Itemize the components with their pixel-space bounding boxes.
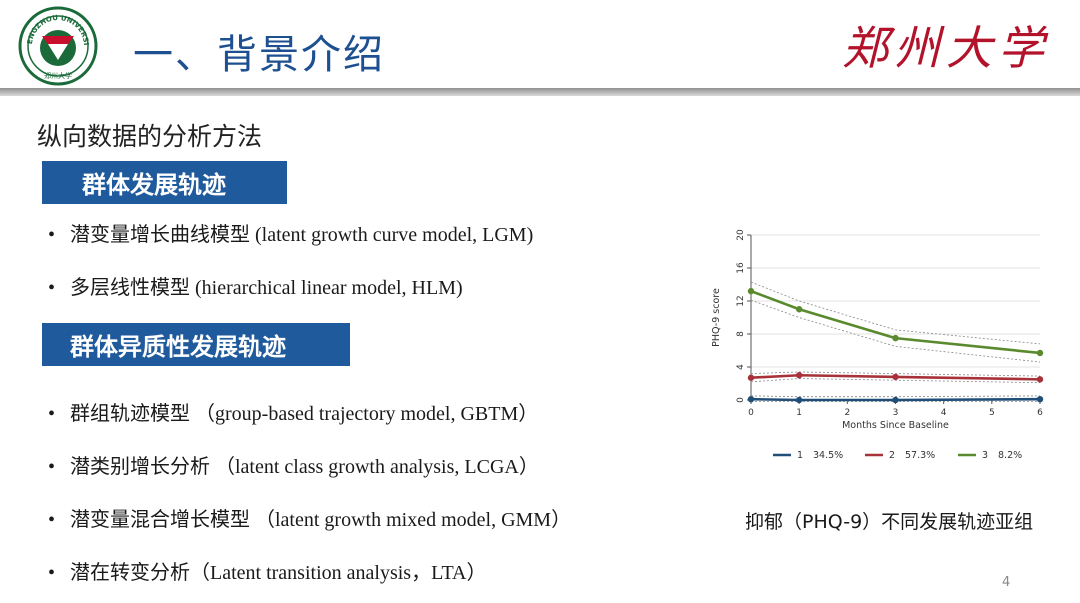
x-tick-label: 5	[989, 408, 995, 418]
section-subtitle: 纵向数据的分析方法	[37, 122, 263, 151]
bullet-dot: •	[48, 224, 56, 246]
logo-bottom-text: 郑州大学	[44, 71, 72, 80]
y-tick-label: 4	[736, 364, 746, 370]
ci-lower-line	[750, 299, 1041, 363]
x-axis-title: Months Since Baseline	[842, 420, 949, 431]
legend-label: 1	[797, 450, 803, 461]
legend-label: 3	[982, 450, 988, 461]
y-tick-label: 16	[736, 262, 746, 274]
series-line	[750, 289, 1041, 355]
legend-share: 8.2%	[998, 450, 1022, 461]
series-line	[750, 397, 1041, 402]
x-tick-label: 0	[748, 408, 754, 418]
y-tick-label: 0	[736, 397, 746, 403]
x-tick-label: 6	[1037, 408, 1043, 418]
chart-caption: 抑郁（PHQ-9）不同发展轨迹亚组	[745, 511, 1034, 533]
series-line	[750, 373, 1041, 381]
data-point	[795, 396, 803, 404]
data-point	[747, 287, 755, 295]
data-point	[892, 334, 899, 342]
data-point	[1036, 376, 1044, 383]
data-point	[795, 372, 803, 379]
bullet-item: • 潜变量混合增长模型 （latent growth mixed model, G…	[48, 509, 572, 531]
data-point	[1036, 395, 1044, 403]
ci-upper-line	[750, 281, 1041, 345]
bullet-dot: •	[48, 277, 56, 299]
data-point	[747, 395, 755, 403]
university-wordmark: 郑州大学	[842, 21, 1050, 75]
ci-lower-line	[750, 378, 1041, 384]
bullet-dot: •	[48, 509, 56, 531]
bullet-dot: •	[48, 562, 56, 584]
x-tick-label: 4	[941, 408, 947, 418]
ci-upper-line	[750, 371, 1041, 377]
bullet-item: • 潜类别增长分析 （latent class growth analysis, …	[48, 456, 539, 478]
bullet-dot: •	[48, 403, 56, 425]
page-number: 4	[1002, 575, 1011, 590]
y-tick-label: 12	[736, 295, 746, 306]
data-point	[892, 396, 899, 404]
bullet-item: • 潜在转变分析（Latent transition analysis，LTA）	[48, 562, 487, 584]
header-divider	[0, 88, 1080, 96]
x-tick-label: 3	[893, 408, 899, 418]
y-axis-title: PHQ-9 score	[711, 288, 722, 347]
section-banner-heterogeneous-trajectory: 群体异质性发展轨迹	[42, 323, 350, 366]
legend-share: 34.5%	[813, 450, 843, 461]
bullet-item: • 潜变量增长曲线模型 (latent growth curve model, L…	[48, 224, 534, 246]
x-tick-label: 1	[796, 408, 802, 418]
data-point	[1036, 349, 1044, 357]
page-title: 一、背景介绍	[133, 32, 385, 78]
y-tick-label: 20	[736, 229, 746, 241]
legend-label: 2	[889, 450, 895, 461]
data-point	[747, 374, 755, 381]
x-tick-label: 2	[844, 408, 850, 418]
university-logo: ZHENGZHOU UNIVERSITY 郑州大学	[18, 6, 98, 86]
bullet-item: • 多层线性模型 (hierarchical linear model, HLM)	[48, 277, 463, 299]
bullet-item: • 群组轨迹模型 （group-based trajectory model, G…	[48, 403, 539, 425]
section-banner-group-trajectory: 群体发展轨迹	[42, 161, 287, 204]
bullet-dot: •	[48, 456, 56, 478]
ci-upper-line	[750, 395, 1041, 398]
legend-share: 57.3%	[905, 450, 935, 461]
y-tick-label: 8	[736, 331, 746, 337]
data-point	[795, 306, 803, 313]
data-point	[892, 373, 899, 381]
